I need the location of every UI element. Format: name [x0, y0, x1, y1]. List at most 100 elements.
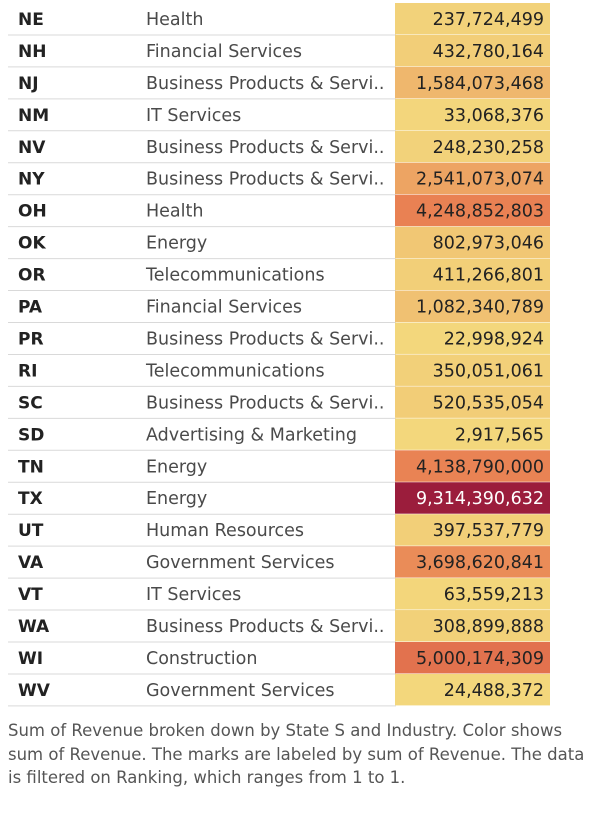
industry-label: Business Products & Servi.. — [146, 138, 384, 158]
revenue-cell — [395, 450, 550, 482]
table-row: WA Business Products & Servi.. 308,899,888 — [8, 610, 550, 643]
industry-label: Government Services — [146, 681, 335, 701]
state-label: OH — [18, 202, 47, 222]
state-label: TX — [18, 489, 43, 509]
table-rows: NE Health 237,724,499 NH Financial Services 4… — [8, 3, 550, 707]
state-label: WA — [18, 617, 50, 637]
revenue-label: 4,248,852,803 — [416, 202, 544, 222]
state-label: NE — [18, 10, 44, 30]
industry-label: Telecommunications — [145, 266, 325, 286]
state-label: PR — [18, 329, 44, 349]
table-row: NJ Business Products & Servi.. 1,584,073,4… — [8, 66, 550, 100]
table-row: NH Financial Services 432,780,164 — [8, 34, 550, 68]
revenue-cell — [395, 226, 550, 259]
industry-label: Telecommunications — [145, 361, 325, 381]
revenue-label: 397,537,779 — [433, 521, 544, 541]
revenue-label: 432,780,164 — [433, 42, 544, 62]
industry-label: Advertising & Marketing — [146, 425, 357, 445]
revenue-label: 63,559,213 — [444, 585, 544, 605]
industry-label: Financial Services — [146, 298, 302, 318]
state-label: VT — [18, 585, 43, 605]
table-row: PA Financial Services 1,082,340,789 — [8, 290, 550, 323]
revenue-cell — [395, 3, 550, 35]
revenue-label: 520,535,054 — [433, 393, 544, 413]
revenue-cell — [395, 386, 550, 418]
table-row: NM IT Services 33,068,376 — [8, 98, 550, 132]
industry-label: Government Services — [146, 553, 335, 573]
industry-label: Business Products & Servi.. — [146, 170, 384, 190]
revenue-cell — [395, 482, 550, 514]
state-label: NY — [18, 170, 45, 190]
table-row: TX Energy 9,314,390,632 — [8, 482, 550, 515]
table-row: VT IT Services 63,559,213 — [8, 578, 550, 611]
state-label: WV — [18, 681, 51, 701]
revenue-cell — [395, 578, 550, 610]
table-row: RI Telecommunications 350,051,061 — [8, 354, 550, 387]
industry-label: Business Products & Servi.. — [146, 393, 384, 413]
industry-label: Energy — [146, 234, 207, 254]
chart-caption: Sum of Revenue broken down by State S an… — [8, 721, 585, 787]
table-row: VA Government Services 3,698,620,841 — [8, 546, 550, 579]
revenue-label: 9,314,390,632 — [416, 489, 544, 509]
revenue-label: 1,082,340,789 — [416, 298, 544, 318]
state-label: RI — [18, 361, 37, 381]
table-row: NY Business Products & Servi.. 2,541,073,0… — [8, 162, 550, 196]
industry-label: Health — [146, 202, 203, 222]
state-label: OK — [18, 234, 46, 254]
revenue-cell — [395, 418, 550, 450]
table-row: NV Business Products & Servi.. 248,230,258 — [8, 130, 550, 164]
revenue-cell — [395, 514, 550, 546]
industry-label: Health — [146, 10, 203, 30]
revenue-cell — [395, 162, 550, 195]
revenue-label: 24,488,372 — [444, 681, 544, 701]
table-row: PR Business Products & Servi.. 22,998,924 — [8, 322, 550, 355]
industry-label: Energy — [146, 457, 207, 477]
revenue-label: 248,230,258 — [433, 138, 544, 158]
table-row: SC Business Products & Servi.. 520,535,054 — [8, 386, 550, 419]
table-row: SD Advertising & Marketing 2,917,565 — [8, 418, 550, 451]
state-label: VA — [18, 553, 44, 573]
state-label: WI — [18, 649, 43, 669]
table-row: NE Health 237,724,499 — [8, 3, 550, 36]
revenue-label: 1,584,073,468 — [416, 74, 544, 94]
industry-label: Business Products & Servi.. — [146, 329, 384, 349]
state-label: PA — [18, 298, 43, 318]
state-label: NM — [18, 106, 49, 126]
industry-label: IT Services — [146, 585, 241, 605]
revenue-cell — [395, 98, 550, 131]
revenue-cell — [395, 258, 550, 291]
table-row: OH Health 4,248,852,803 — [8, 194, 550, 228]
revenue-label: 3,698,620,841 — [416, 553, 544, 573]
industry-label: Business Products & Servi.. — [146, 74, 384, 94]
revenue-cell — [395, 322, 550, 354]
industry-label: Construction — [146, 649, 257, 669]
revenue-cell — [395, 546, 550, 578]
state-label: SC — [18, 393, 43, 413]
revenue-cell — [395, 354, 550, 386]
table-row: TN Energy 4,138,790,000 — [8, 450, 550, 483]
revenue-cell — [395, 66, 550, 99]
revenue-label: 350,051,061 — [433, 361, 544, 381]
revenue-label: 802,973,046 — [433, 234, 544, 254]
revenue-label: 2,541,073,074 — [416, 170, 544, 190]
revenue-label: 4,138,790,000 — [416, 457, 544, 477]
table-row: OK Energy 802,973,046 — [8, 226, 550, 260]
state-label: SD — [18, 425, 44, 445]
industry-label: Energy — [146, 489, 207, 509]
table-row: UT Human Resources 397,537,779 — [8, 514, 550, 547]
revenue-label: 308,899,888 — [433, 617, 544, 637]
revenue-label: 237,724,499 — [433, 10, 544, 30]
industry-label: Human Resources — [146, 521, 304, 541]
revenue-label: 411,266,801 — [433, 266, 544, 286]
industry-label: IT Services — [146, 106, 241, 126]
revenue-cell — [395, 34, 550, 67]
table-row: OR Telecommunications 411,266,801 — [8, 258, 550, 292]
revenue-table-chart: NE Health 237,724,499 NH Financial Services 4… — [8, 3, 550, 707]
revenue-cell — [395, 642, 550, 674]
revenue-label: 22,998,924 — [444, 329, 544, 349]
table-row: WI Construction 5,000,174,309 — [8, 642, 550, 675]
revenue-cell — [395, 194, 550, 227]
state-label: TN — [18, 457, 44, 477]
revenue-label: 2,917,565 — [455, 425, 544, 445]
industry-label: Financial Services — [146, 42, 302, 62]
